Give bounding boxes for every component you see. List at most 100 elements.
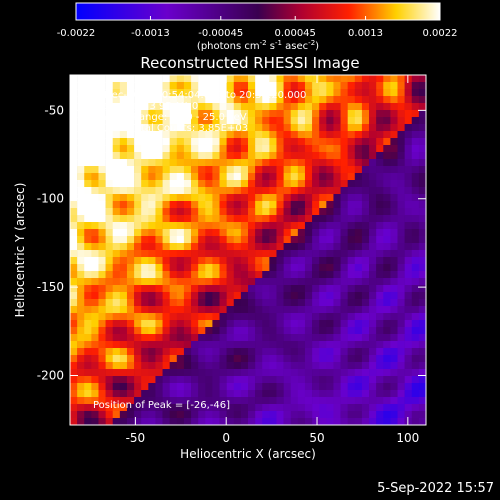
heatmap-cell — [148, 299, 156, 307]
heatmap-cell — [183, 418, 192, 426]
heatmap-cell — [98, 299, 106, 307]
heatmap-cell — [176, 75, 185, 83]
heatmap-cell — [276, 411, 284, 419]
heatmap-cell — [98, 418, 106, 426]
heatmap-cell — [297, 96, 306, 104]
heatmap-cell — [418, 110, 427, 118]
heatmap-cell — [233, 355, 242, 363]
heatmap-cell — [84, 271, 92, 279]
heatmap-cell — [283, 166, 292, 174]
heatmap-cell — [376, 187, 384, 195]
heatmap-cell — [91, 376, 99, 384]
heatmap-cell — [269, 320, 277, 328]
heatmap-cell — [255, 376, 263, 384]
heatmap-cell — [183, 131, 192, 139]
heatmap-cell — [112, 376, 121, 384]
heatmap-cell — [84, 264, 92, 272]
heatmap-cell — [240, 397, 249, 405]
heatmap-cell — [255, 334, 263, 342]
heatmap-cell — [233, 201, 242, 209]
heatmap-cell — [91, 159, 99, 167]
heatmap-cell — [354, 173, 363, 181]
heatmap-cell — [84, 82, 92, 90]
heatmap-cell — [248, 341, 256, 349]
heatmap-cell — [404, 187, 413, 195]
heatmap-cell — [418, 243, 427, 251]
heatmap-cell — [169, 348, 178, 356]
heatmap-cell — [148, 103, 156, 111]
heatmap-cell — [248, 243, 256, 251]
heatmap-cell — [112, 194, 121, 202]
heatmap-cell — [191, 236, 199, 244]
heatmap-cell — [376, 103, 384, 111]
heatmap-cell — [70, 411, 78, 419]
colorbar-tick-label: -0.0022 — [57, 28, 96, 39]
heatmap-cell — [390, 243, 398, 251]
heatmap-cell — [340, 131, 348, 139]
heatmap-cell — [340, 173, 348, 181]
heatmap-cell — [304, 369, 313, 377]
heatmap-cell — [119, 145, 128, 153]
heatmap-cell — [383, 320, 391, 328]
heatmap-cell — [255, 397, 263, 405]
heatmap-cell — [418, 334, 427, 342]
heatmap-cell — [326, 341, 334, 349]
heatmap-cell — [283, 320, 292, 328]
heatmap-cell — [126, 257, 135, 265]
heatmap-cell — [119, 250, 128, 258]
heatmap-cell — [340, 201, 348, 209]
heatmap-cell — [84, 292, 92, 300]
heatmap-cell — [240, 355, 249, 363]
heatmap-cell — [191, 250, 199, 258]
heatmap-cell — [333, 138, 341, 146]
heatmap-cell — [411, 292, 420, 300]
heatmap-cell — [276, 285, 284, 293]
heatmap-cell — [198, 320, 206, 328]
heatmap-cell — [98, 180, 106, 188]
heatmap-cell — [340, 236, 348, 244]
heatmap-cell — [155, 103, 163, 111]
heatmap-cell — [119, 383, 128, 391]
heatmap-cell — [176, 117, 185, 125]
heatmap-cell — [361, 166, 370, 174]
heatmap-cell — [84, 229, 92, 237]
heatmap-cell — [112, 348, 121, 356]
heatmap-cell — [418, 173, 427, 181]
heatmap-cell — [134, 292, 142, 300]
heatmap-cell — [119, 404, 128, 412]
heatmap-cell — [255, 229, 263, 237]
heatmap-cell — [226, 390, 235, 398]
heatmap-cell — [176, 397, 185, 405]
heatmap-cell — [376, 285, 384, 293]
heatmap-cell — [390, 411, 398, 419]
heatmap-cell — [91, 243, 99, 251]
heatmap-cell — [148, 243, 156, 251]
heatmap-cell — [198, 313, 206, 321]
heatmap-cell — [326, 138, 334, 146]
heatmap-cell — [162, 145, 170, 153]
heatmap-cell — [91, 390, 99, 398]
heatmap-cell — [411, 243, 420, 251]
heatmap-cell — [361, 194, 370, 202]
heatmap-cell — [312, 397, 320, 405]
heatmap-cell — [91, 348, 99, 356]
heatmap-cell — [70, 390, 78, 398]
heatmap-cell — [198, 390, 206, 398]
heatmap-image — [70, 75, 427, 426]
heatmap-cell — [347, 243, 356, 251]
heatmap-cell — [269, 131, 277, 139]
heatmap-cell — [233, 243, 242, 251]
heatmap-cell — [219, 257, 227, 265]
heatmap-cell — [183, 285, 192, 293]
heatmap-cell — [105, 411, 114, 419]
heatmap-cell — [183, 292, 192, 300]
heatmap-cell — [290, 250, 299, 258]
heatmap-cell — [312, 271, 320, 279]
heatmap-cell — [112, 299, 121, 307]
heatmap-cell — [148, 222, 156, 230]
heatmap-cell — [70, 201, 78, 209]
heatmap-cell — [176, 369, 185, 377]
heatmap-cell — [347, 320, 356, 328]
heatmap-cell — [304, 355, 313, 363]
heatmap-cell — [383, 236, 391, 244]
